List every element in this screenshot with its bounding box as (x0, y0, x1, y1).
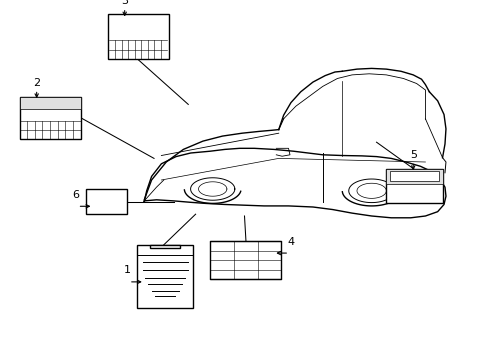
Bar (210, 241, 281, 279)
Bar (20, 97, 81, 109)
Text: 4: 4 (287, 237, 294, 247)
Text: 3: 3 (121, 0, 128, 6)
Bar (107, 14, 168, 59)
Bar (210, 251, 281, 260)
Bar (386, 169, 442, 184)
Text: 5: 5 (409, 150, 416, 160)
Bar (85, 189, 127, 214)
Bar (210, 270, 281, 279)
Bar (108, 40, 167, 59)
Bar (137, 245, 193, 308)
Text: 1: 1 (123, 265, 130, 275)
Bar (20, 97, 81, 139)
Text: 6: 6 (72, 190, 79, 200)
Bar (386, 169, 442, 203)
Text: 2: 2 (33, 78, 40, 88)
Bar (389, 171, 438, 181)
Bar (150, 245, 179, 248)
